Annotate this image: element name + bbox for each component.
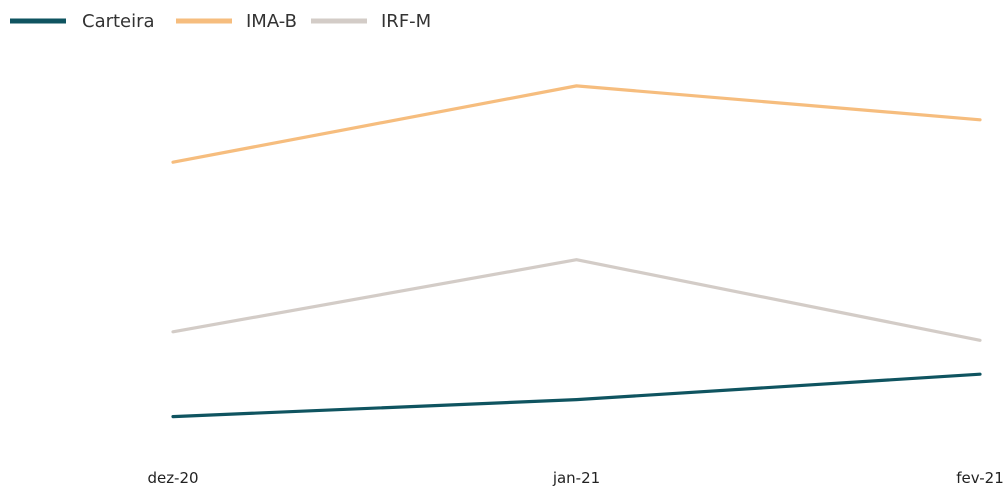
legend: Carteira IMA-B IRF-M <box>10 11 431 32</box>
series-line-irf-m <box>171 258 982 342</box>
legend-label-irf-m: IRF-M <box>381 11 431 32</box>
series-line-carteira <box>171 372 982 419</box>
legend-label-ima-b: IMA-B <box>246 11 297 32</box>
legend-label-carteira: Carteira <box>82 11 155 32</box>
x-tick-label: fev-21 <box>956 469 1003 486</box>
x-tick-label: jan-21 <box>552 469 600 486</box>
series-line-ima-b <box>171 84 982 164</box>
x-axis: dez-20 jan-21 fev-21 <box>147 469 1003 487</box>
x-tick-label: dez-20 <box>147 469 198 486</box>
series-layer <box>171 84 982 419</box>
